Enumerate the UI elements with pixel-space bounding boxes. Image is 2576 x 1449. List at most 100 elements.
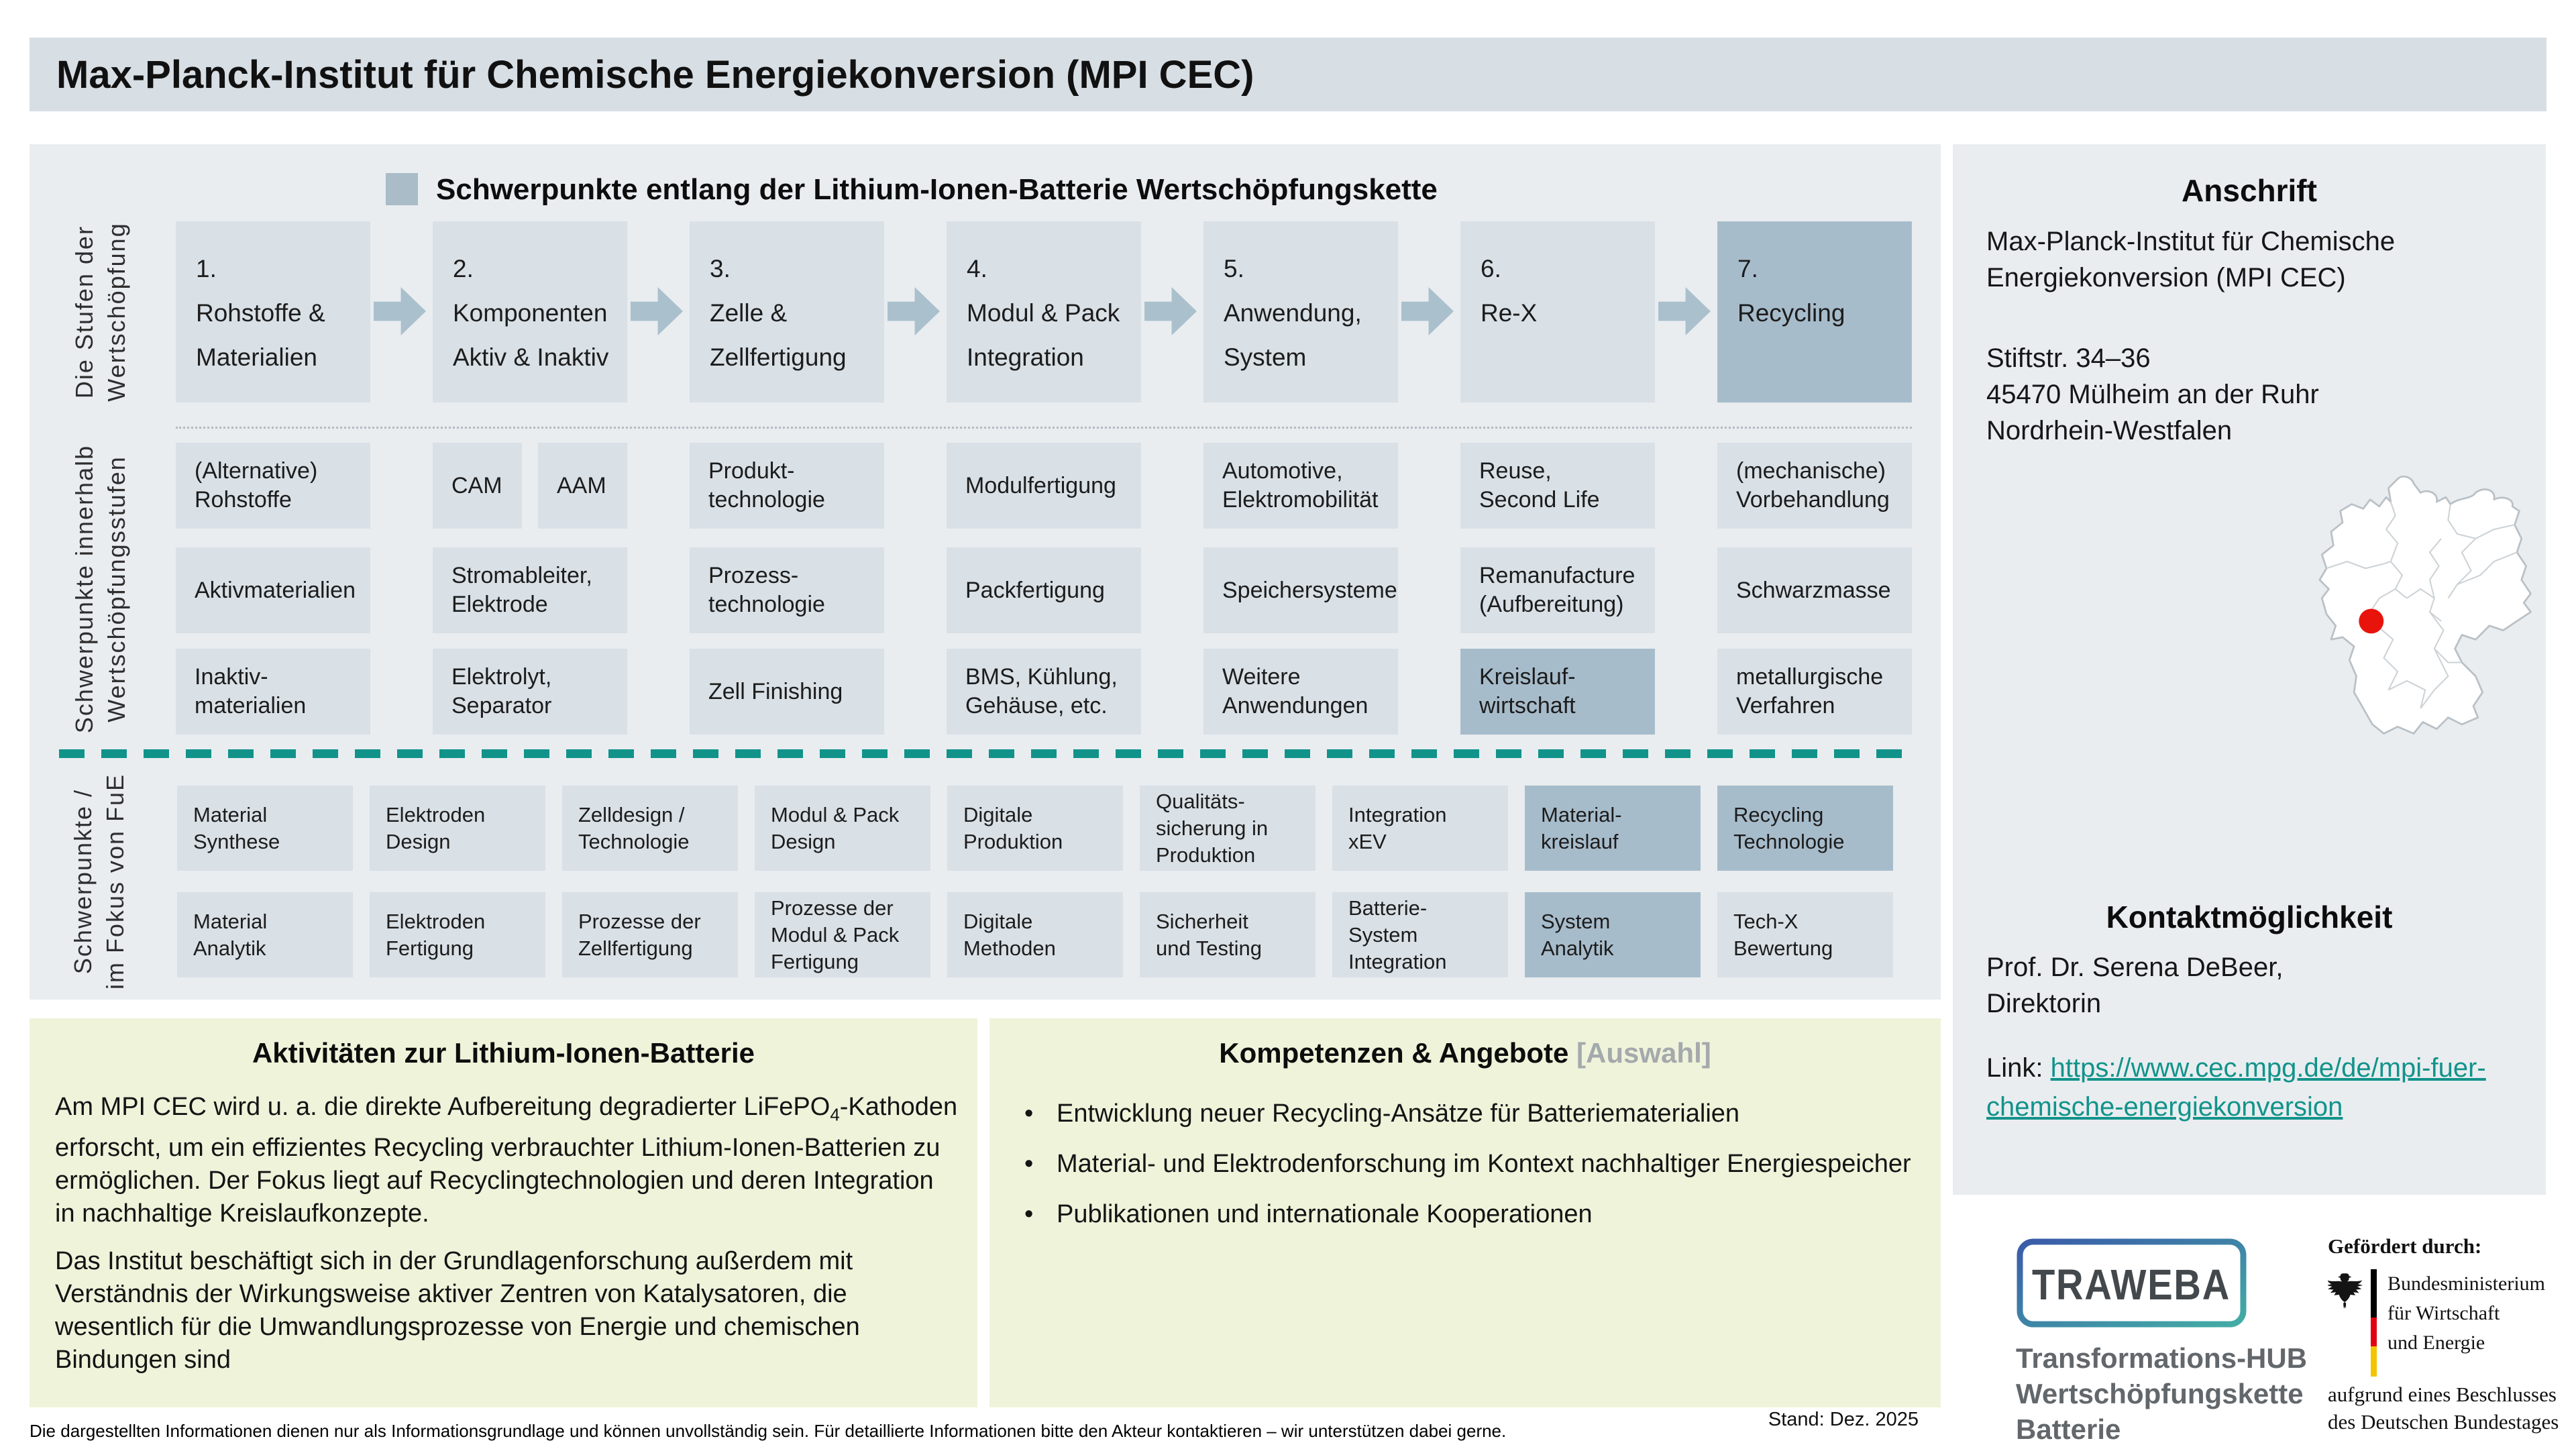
institute-address: Stiftstr. 34–36 45470 Mülheim an der Ruh… [1986,343,2319,445]
fue-box: Batterie- System Integration [1332,892,1508,977]
activities-p1-text: Am MPI CEC wird u. a. die direkte Aufber… [55,1093,830,1121]
traweba-logo: TRAWEBA [2017,1238,2247,1328]
fue-box: Prozesse der Zellfertigung [562,892,738,977]
fue-box: Prozesse der Modul & Pack Fertigung [755,892,930,977]
mid-box: Prozess- technologie [690,547,884,633]
stage-name: Re-X [1481,299,1538,327]
stage-number: 2. [453,255,474,282]
fue-box: Qualitäts- sicherung in Produktion [1140,786,1316,871]
mid-box: (Alternative) Rohstoffe [176,443,370,529]
fue-box: Elektroden Design [370,786,545,871]
ministry-name: Bundesministerium für Wirtschaft und Ene… [2387,1273,2545,1354]
mid-box: (mechanische) Vorbehandlung [1717,443,1912,529]
federal-eagle-icon [2328,1273,2363,1308]
funded-by-label: Gefördert durch: [2328,1234,2482,1258]
mid-box: Automotive, Elektromobilität [1203,443,1398,529]
stage-box-2: 2. Komponenten Aktiv & Inaktiv [433,221,627,402]
header-bar: Max-Planck-Institut für Chemische Energi… [30,38,2546,111]
anschrift-heading: Anschrift [2182,173,2317,208]
link-label: Link: [1986,1053,2051,1083]
mid-box-cam: CAM [433,443,522,529]
competences-title-suffix: [Auswahl] [1568,1037,1711,1069]
mid-box: Reuse, Second Life [1460,443,1655,529]
mid-box: Aktivmaterialien [176,547,370,633]
stage-box-7-highlighted: 7. Recycling [1717,221,1912,402]
institute-name: Max-Planck-Institut für Chemische Energi… [1986,227,2396,292]
stage-number: 4. [967,255,987,282]
mid-box: Weitere Anwendungen [1203,649,1398,735]
fue-box: Material Analytik [177,892,353,977]
stage-box-5: 5. Anwendung, System [1203,221,1398,402]
fue-box: Zelldesign / Technologie [562,786,738,871]
value-chain-title: Schwerpunkte entlang der Lithium-Ionen-B… [436,173,1438,206]
fue-box: Tech-X Bewertung [1717,892,1893,977]
activities-p1-text2: -Kathoden erforscht, um ein effizientes … [55,1093,958,1228]
stage-number: 5. [1224,255,1244,282]
mid-box-highlighted: Kreislauf- wirtschaft [1460,649,1655,735]
stage-box-6: 6. Re-X [1460,221,1655,402]
row-label-mid: Schwerpunkte innerhalb Wertschöpfungsstu… [70,444,130,734]
activities-title: Aktivitäten zur Lithium-Ionen-Batterie [252,1037,755,1069]
stage-name: Modul & Pack Integration [967,299,1120,371]
stage-name: Komponenten Aktiv & Inaktiv [453,299,609,371]
germany-outline [2318,475,2532,735]
mid-box: Produkt- technologie [690,443,884,529]
fue-box: Sicherheit und Testing [1140,892,1316,977]
institute-link[interactable]: https://www.cec.mpg.de/de/mpi-fuer-chemi… [1986,1053,2486,1122]
ministry-logo: Bundesministerium für Wirtschaft und Ene… [2328,1269,2545,1377]
mid-box: Modulfertigung [947,443,1141,529]
stage-name: Recycling [1737,299,1845,327]
stage-number: 3. [710,255,731,282]
lifepo4-subscript: 4 [830,1104,840,1125]
activities-paragraph-2: Das Institut beschäftigt sich in der Gru… [55,1247,860,1374]
disclaimer-text: Die dargestellten Informationen dienen n… [30,1421,1507,1441]
ministry-note: aufgrund eines Beschlusses des Deutschen… [2328,1383,2559,1434]
traweba-subtitle: Transformations-HUB Wertschöpfungskette … [2016,1342,2308,1445]
fue-box-highlighted: Material- kreislauf [1525,786,1701,871]
fue-box: Digitale Methoden [947,892,1123,977]
mid-box-aam: AAM [538,443,627,529]
mid-box: Zell Finishing [690,649,884,735]
stage-box-4: 4. Modul & Pack Integration [947,221,1141,402]
stage-name: Rohstoffe & Materialien [196,299,325,371]
mid-box: Remanufacture (Aufbereitung) [1460,547,1655,633]
mid-box: BMS, Kühlung, Gehäuse, etc. [947,649,1141,735]
fue-box: Material Synthese [177,786,353,871]
stage-number: 6. [1481,255,1501,282]
mid-box: Speichersysteme [1203,547,1398,633]
competences-panel: Kompetenzen & Angebote [Auswahl] Entwick… [989,1018,1941,1407]
address-sidebar: Anschrift Max-Planck-Institut für Chemis… [1953,144,2546,1195]
germany-map [2318,475,2532,735]
page-title: Max-Planck-Institut für Chemische Energi… [56,53,1254,97]
stage-box-1: 1. Rohstoffe & Materialien [176,221,370,402]
mid-box: Inaktiv- materialien [176,649,370,735]
competences-list: Entwicklung neuer Recycling-Ansätze für … [1015,1097,1922,1248]
stage-name: Anwendung, System [1224,299,1362,371]
fue-box: Modul & Pack Design [755,786,930,871]
mid-box: metallurgische Verfahren [1717,649,1912,735]
german-flag-bar-icon [2371,1269,2377,1377]
activities-panel: Aktivitäten zur Lithium-Ionen-Batterie A… [30,1018,977,1407]
fue-box: Digitale Produktion [947,786,1123,871]
mid-box: Stromableiter, Elektrode [433,547,627,633]
competences-title: Kompetenzen & Angebote [Auswahl] [989,1037,1941,1069]
fue-box-highlighted: System Analytik [1525,892,1701,977]
fue-box: Elektroden Fertigung [370,892,545,977]
state-borders [2326,501,2518,709]
row-label-fue: Schwerpunkte / im Fokus von FuE [69,773,129,990]
row-label-stages: Die Stufen der Wertschöpfung [70,222,130,402]
location-dot [2359,608,2384,634]
status-date: Stand: Dez. 2025 [1768,1409,1919,1430]
mid-box: Elektrolyt, Separator [433,649,627,735]
competences-title-text: Kompetenzen & Angebote [1219,1037,1569,1069]
fue-divider-dashed-line [59,749,1912,758]
mid-box: Packfertigung [947,547,1141,633]
stage-divider-line [176,427,1912,429]
list-item: Material- und Elektrodenforschung im Kon… [1015,1148,1922,1181]
stage-box-3: 3. Zelle & Zellfertigung [690,221,884,402]
list-item: Publikationen und internationale Koopera… [1015,1198,1922,1231]
contact-person: Prof. Dr. Serena DeBeer, Direktorin [1986,953,2284,1018]
mid-box: Schwarzmasse [1717,547,1912,633]
stage-number: 1. [196,255,217,282]
